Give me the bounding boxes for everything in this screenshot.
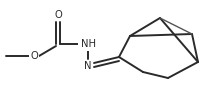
Text: O: O [54,10,62,20]
Text: N: N [84,61,92,71]
Text: NH: NH [80,39,95,49]
Text: O: O [30,51,38,61]
